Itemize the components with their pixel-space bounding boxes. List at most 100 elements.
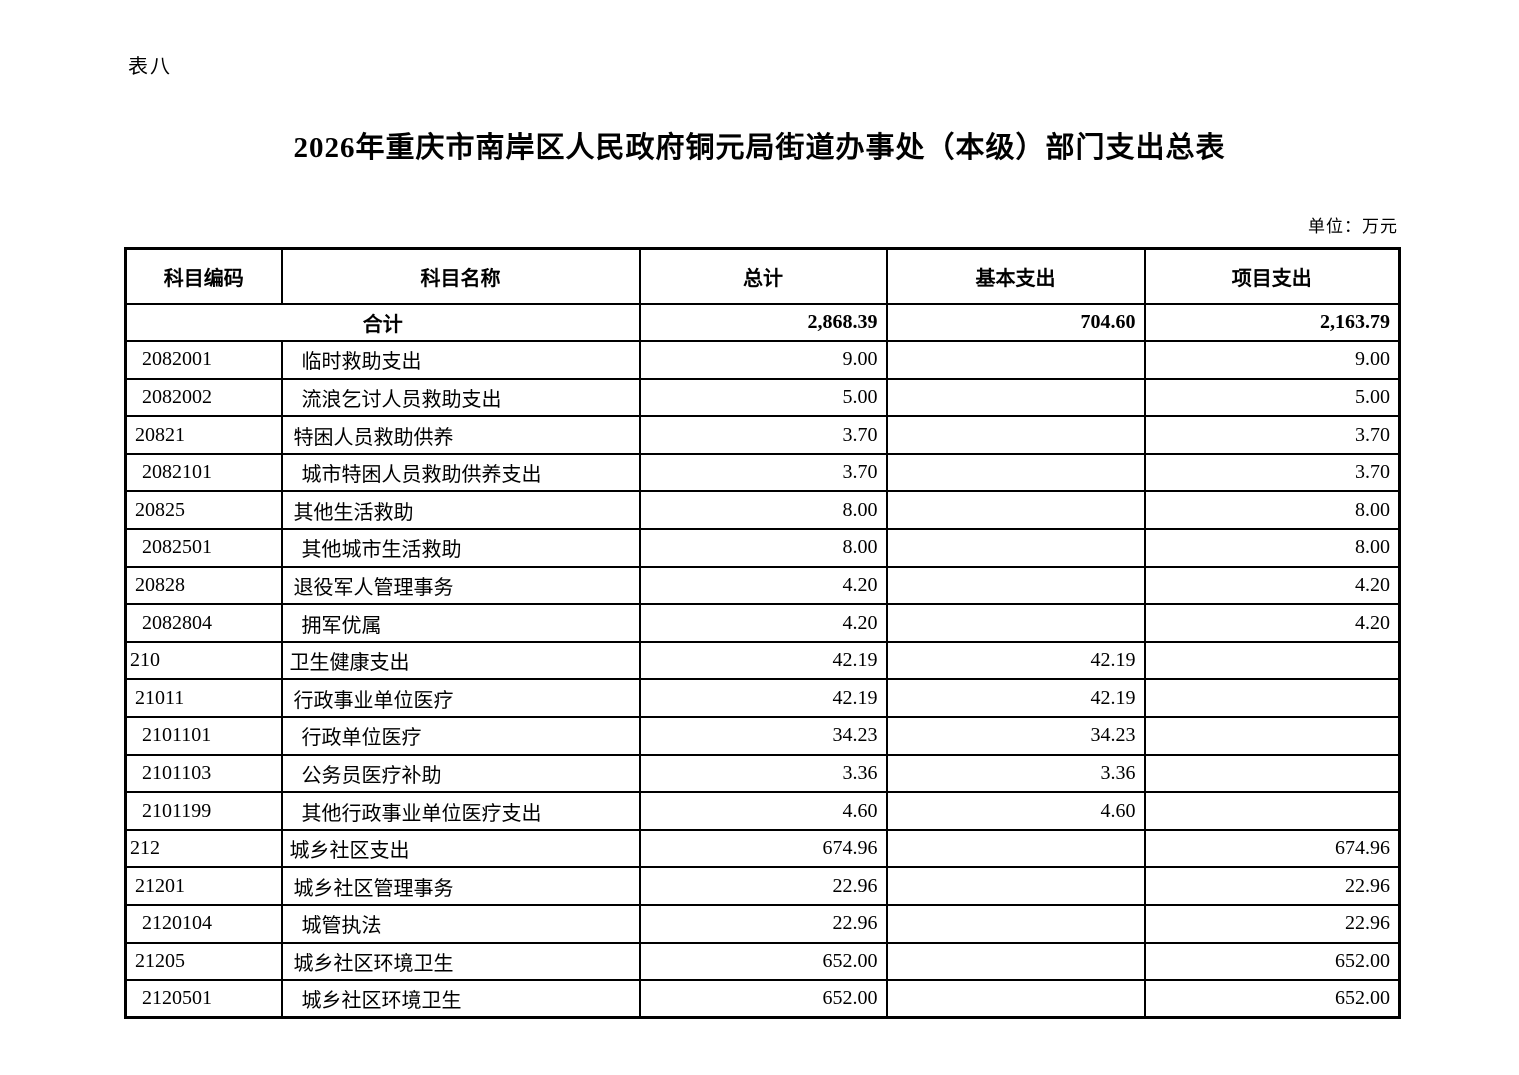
basic-expenditure-cell bbox=[885, 377, 1146, 418]
basic-expenditure-cell: 42.19 bbox=[885, 678, 1146, 719]
total-value-cell: 652.00 bbox=[638, 979, 888, 1019]
basic-expenditure-cell bbox=[885, 979, 1146, 1019]
subject-name-cell: 卫生健康支出 bbox=[280, 640, 641, 681]
table-row: 21205 城乡社区环境卫生 652.00 652.00 bbox=[124, 941, 1401, 982]
total-row: 合计 2,868.39 704.60 2,163.79 bbox=[124, 302, 1401, 343]
total-value-cell: 8.00 bbox=[638, 490, 888, 531]
basic-expenditure-cell bbox=[885, 452, 1146, 493]
subject-code-cell: 210 bbox=[124, 640, 283, 681]
project-expenditure-cell: 674.96 bbox=[1143, 828, 1401, 869]
subject-code-cell: 2101101 bbox=[124, 716, 283, 756]
total-row-project-value: 2,163.79 bbox=[1143, 302, 1401, 343]
subject-code-cell: 20825 bbox=[124, 490, 283, 531]
subject-code-cell: 2082804 bbox=[124, 603, 283, 643]
table-row: 2082101 城市特困人员救助供养支出 3.70 3.70 bbox=[124, 452, 1401, 493]
subject-code-cell: 21011 bbox=[124, 678, 283, 719]
total-row-basic-value: 704.60 bbox=[885, 302, 1146, 343]
basic-expenditure-cell bbox=[885, 904, 1146, 944]
total-value-cell: 3.36 bbox=[638, 753, 888, 794]
subject-code-cell: 21205 bbox=[124, 941, 283, 982]
project-expenditure-cell: 3.70 bbox=[1143, 415, 1401, 455]
total-value-cell: 5.00 bbox=[638, 377, 888, 418]
basic-expenditure-cell bbox=[885, 340, 1146, 380]
basic-expenditure-cell bbox=[885, 490, 1146, 531]
col-header-project-expenditure: 项目支出 bbox=[1143, 247, 1401, 305]
total-value-cell: 4.60 bbox=[638, 791, 888, 831]
subject-name-cell: 城乡社区环境卫生 bbox=[280, 941, 641, 982]
project-expenditure-cell: 22.96 bbox=[1143, 904, 1401, 944]
col-header-subject-name: 科目名称 bbox=[280, 247, 641, 305]
table-row: 2101199 其他行政事业单位医疗支出 4.60 4.60 bbox=[124, 791, 1401, 831]
page-title: 2026年重庆市南岸区人民政府铜元局街道办事处（本级）部门支出总表 bbox=[293, 132, 1226, 164]
total-value-cell: 4.20 bbox=[638, 565, 888, 606]
basic-expenditure-cell bbox=[885, 941, 1146, 982]
subject-code-cell: 2120501 bbox=[124, 979, 283, 1019]
col-header-total: 总计 bbox=[638, 247, 888, 305]
subject-name-cell: 临时救助支出 bbox=[280, 340, 641, 380]
basic-expenditure-cell bbox=[885, 565, 1146, 606]
total-value-cell: 22.96 bbox=[638, 904, 888, 944]
total-value-cell: 22.96 bbox=[638, 866, 888, 906]
basic-expenditure-cell bbox=[885, 866, 1146, 906]
total-row-total-value: 2,868.39 bbox=[638, 302, 888, 343]
col-header-subject-code: 科目编码 bbox=[124, 247, 283, 305]
subject-code-cell: 20821 bbox=[124, 415, 283, 455]
subject-name-cell: 城乡社区管理事务 bbox=[280, 866, 641, 906]
total-value-cell: 42.19 bbox=[638, 678, 888, 719]
subject-code-cell: 2082101 bbox=[124, 452, 283, 493]
project-expenditure-cell: 3.70 bbox=[1143, 452, 1401, 493]
table-row: 2101101 行政单位医疗 34.23 34.23 bbox=[124, 716, 1401, 756]
table-row: 20828 退役军人管理事务 4.20 4.20 bbox=[124, 565, 1401, 606]
total-row-label: 合计 bbox=[124, 302, 641, 343]
total-value-cell: 8.00 bbox=[638, 528, 888, 568]
table-row: 2101103 公务员医疗补助 3.36 3.36 bbox=[124, 753, 1401, 794]
header-row: 科目编码 科目名称 总计 基本支出 项目支出 bbox=[124, 247, 1401, 305]
subject-code-cell: 2082501 bbox=[124, 528, 283, 568]
subject-name-cell: 退役军人管理事务 bbox=[280, 565, 641, 606]
project-expenditure-cell bbox=[1143, 640, 1401, 681]
subject-code-cell: 21201 bbox=[124, 866, 283, 906]
subject-code-cell: 2101103 bbox=[124, 753, 283, 794]
table-row: 2082501 其他城市生活救助 8.00 8.00 bbox=[124, 528, 1401, 568]
total-value-cell: 3.70 bbox=[638, 415, 888, 455]
subject-code-cell: 20828 bbox=[124, 565, 283, 606]
total-value-cell: 652.00 bbox=[638, 941, 888, 982]
col-header-basic-expenditure: 基本支出 bbox=[885, 247, 1146, 305]
project-expenditure-cell: 9.00 bbox=[1143, 340, 1401, 380]
project-expenditure-cell bbox=[1143, 753, 1401, 794]
subject-code-cell: 2082002 bbox=[124, 377, 283, 418]
project-expenditure-cell: 4.20 bbox=[1143, 565, 1401, 606]
table-row: 2082804 拥军优属 4.20 4.20 bbox=[124, 603, 1401, 643]
basic-expenditure-cell: 4.60 bbox=[885, 791, 1146, 831]
project-expenditure-cell: 22.96 bbox=[1143, 866, 1401, 906]
table-header: 科目编码 科目名称 总计 基本支出 项目支出 bbox=[124, 247, 1401, 305]
table-row: 210 卫生健康支出 42.19 42.19 bbox=[124, 640, 1401, 681]
subject-code-cell: 212 bbox=[124, 828, 283, 869]
project-expenditure-cell: 8.00 bbox=[1143, 490, 1401, 531]
table-row: 21201 城乡社区管理事务 22.96 22.96 bbox=[124, 866, 1401, 906]
subject-code-cell: 2101199 bbox=[124, 791, 283, 831]
table-row: 2120104 城管执法 22.96 22.96 bbox=[124, 904, 1401, 944]
subject-name-cell: 城乡社区环境卫生 bbox=[280, 979, 641, 1019]
subject-name-cell: 行政事业单位医疗 bbox=[280, 678, 641, 719]
table-row: 2120501 城乡社区环境卫生 652.00 652.00 bbox=[124, 979, 1401, 1019]
table-row: 20825 其他生活救助 8.00 8.00 bbox=[124, 490, 1401, 531]
subject-name-cell: 其他城市生活救助 bbox=[280, 528, 641, 568]
total-value-cell: 4.20 bbox=[638, 603, 888, 643]
subject-name-cell: 城乡社区支出 bbox=[280, 828, 641, 869]
total-value-cell: 9.00 bbox=[638, 340, 888, 380]
subject-name-cell: 其他行政事业单位医疗支出 bbox=[280, 791, 641, 831]
project-expenditure-cell: 8.00 bbox=[1143, 528, 1401, 568]
project-expenditure-cell bbox=[1143, 678, 1401, 719]
table-body: 合计 2,868.39 704.60 2,163.79 2082001 临时救助支… bbox=[124, 302, 1401, 1019]
total-value-cell: 34.23 bbox=[638, 716, 888, 756]
basic-expenditure-cell bbox=[885, 603, 1146, 643]
project-expenditure-cell: 5.00 bbox=[1143, 377, 1401, 418]
table-row: 2082001 临时救助支出 9.00 9.00 bbox=[124, 340, 1401, 380]
subject-code-cell: 2120104 bbox=[124, 904, 283, 944]
total-value-cell: 42.19 bbox=[638, 640, 888, 681]
table-row: 2082002 流浪乞讨人员救助支出 5.00 5.00 bbox=[124, 377, 1401, 418]
subject-name-cell: 其他生活救助 bbox=[280, 490, 641, 531]
project-expenditure-cell bbox=[1143, 716, 1401, 756]
expenditure-table: 科目编码 科目名称 总计 基本支出 项目支出 合计 2,868.39 704.6… bbox=[124, 247, 1401, 1020]
